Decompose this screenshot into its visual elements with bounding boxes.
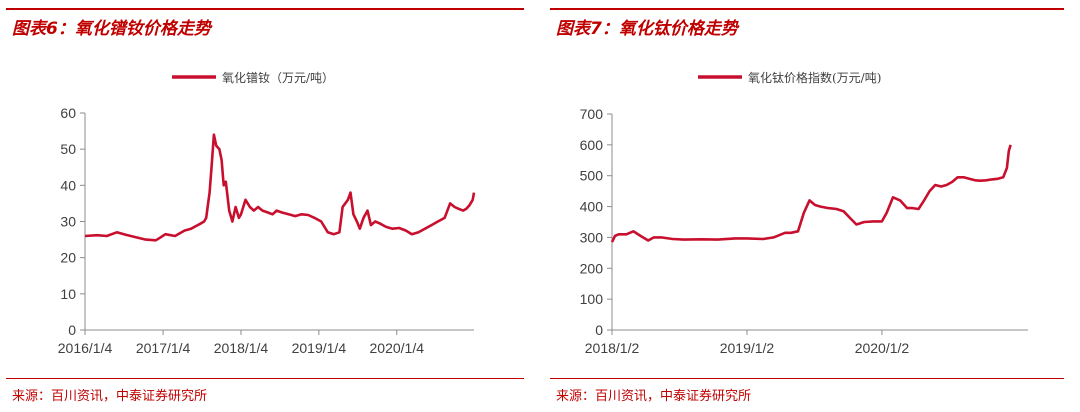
y-tick-label: 40 xyxy=(60,177,76,193)
figure-title: 图表7：氧化钛价格走势 xyxy=(556,19,738,39)
series-line xyxy=(610,144,1012,243)
y-tick-label: 600 xyxy=(580,137,604,153)
x-tick-label: 2018/1/4 xyxy=(214,340,269,356)
title-rule xyxy=(6,8,524,10)
x-tick-label: 2020/1/2 xyxy=(855,340,910,356)
y-tick-label: 200 xyxy=(580,260,604,276)
chart-panel-praseodymium-neodymium: 图表6：氧化镨钕价格走势 0 10 20 30 40 50 60 2016/1/4 2017/1… xyxy=(0,0,524,412)
y-tick-label: 400 xyxy=(580,199,604,215)
series-line xyxy=(84,133,476,242)
y-tick-label: 60 xyxy=(60,105,76,121)
price-index-line-chart: 0 100 200 300 400 500 600 700 2018/1/2 2019/1/2 20… xyxy=(580,70,1028,356)
y-tick-label: 100 xyxy=(580,291,604,307)
title-rule xyxy=(550,8,1064,10)
x-tick-label: 2019/1/2 xyxy=(720,340,775,356)
chart-panel-titanium-oxide: 图表7：氧化钛价格走势 0 100 200 300 400 500 600 700 2018/1… xyxy=(544,0,1064,412)
source-note: 来源：百川资讯，中泰证券研究所 xyxy=(556,389,752,404)
y-tick-label: 30 xyxy=(60,214,76,230)
x-tick-label: 2017/1/4 xyxy=(136,340,191,356)
x-tick-label: 2018/1/2 xyxy=(585,340,640,356)
price-line-chart: 0 10 20 30 40 50 60 2016/1/4 2017/1/4 2018/1/4 201… xyxy=(58,70,476,356)
legend-label: 氧化钛价格指数(万元/吨) xyxy=(748,70,881,85)
y-tick-label: 20 xyxy=(60,250,76,266)
source-rule xyxy=(6,378,524,379)
x-tick-label: 2016/1/4 xyxy=(58,340,113,356)
legend-label: 氧化镨钕（万元/吨） xyxy=(222,70,334,85)
source-note: 来源：百川资讯，中泰证券研究所 xyxy=(12,389,208,404)
figure-title: 图表6：氧化镨钕价格走势 xyxy=(12,19,211,39)
y-tick-label: 0 xyxy=(68,322,76,338)
y-tick-label: 0 xyxy=(595,322,603,338)
y-tick-label: 700 xyxy=(580,106,604,122)
y-tick-label: 500 xyxy=(580,168,604,184)
x-tick-label: 2020/1/4 xyxy=(370,340,425,356)
y-tick-label: 10 xyxy=(60,286,76,302)
y-tick-label: 50 xyxy=(60,141,76,157)
x-tick-label: 2019/1/4 xyxy=(292,340,347,356)
y-tick-label: 300 xyxy=(580,229,604,245)
source-rule xyxy=(550,378,1064,379)
